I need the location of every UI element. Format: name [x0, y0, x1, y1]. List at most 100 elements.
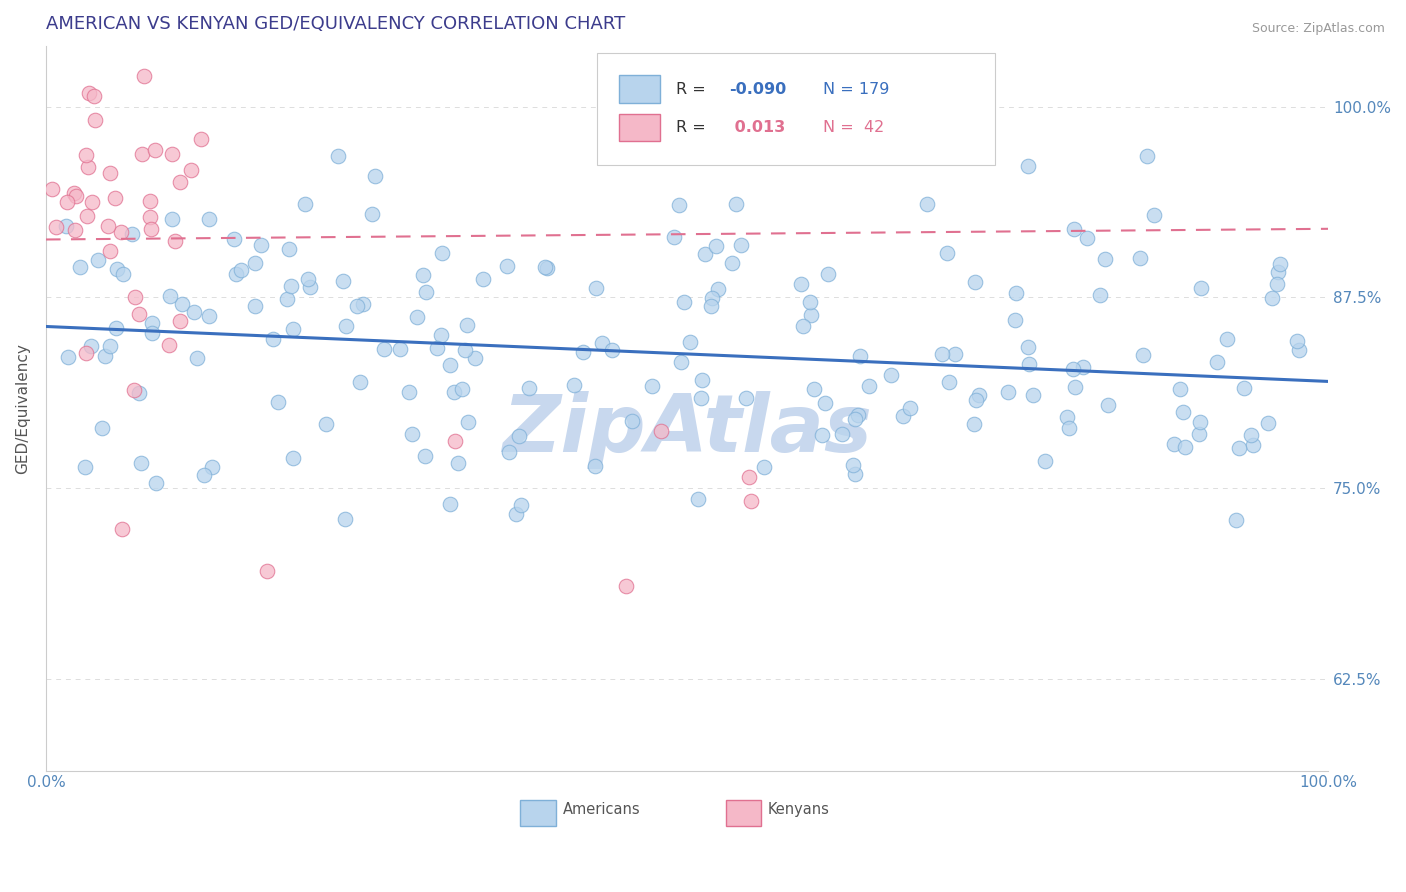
Point: [464, 351, 486, 366]
Text: Source: ZipAtlas.com: Source: ZipAtlas.com: [1251, 22, 1385, 36]
Point: [162, 211, 184, 226]
Point: [509, 498, 531, 512]
Point: [1286, 334, 1309, 349]
Point: [585, 281, 607, 295]
Point: [1257, 416, 1279, 430]
Point: [496, 260, 519, 274]
Point: [616, 579, 638, 593]
Point: [848, 409, 870, 423]
Point: [346, 299, 368, 313]
Point: [405, 310, 427, 324]
Point: [98, 166, 121, 180]
Point: [401, 426, 423, 441]
Y-axis label: GED/Equivalency: GED/Equivalency: [15, 343, 30, 474]
Point: [693, 246, 716, 260]
Text: Kenyans: Kenyans: [768, 802, 830, 816]
Point: [849, 349, 872, 363]
Point: [373, 343, 395, 357]
Point: [1018, 357, 1040, 371]
Point: [880, 368, 903, 382]
Point: [1240, 428, 1263, 442]
Point: [364, 169, 387, 184]
Point: [1232, 380, 1254, 394]
Point: [169, 314, 191, 328]
Point: [699, 299, 721, 313]
Point: [145, 476, 167, 491]
Text: R =: R =: [675, 82, 710, 96]
Point: [498, 445, 520, 459]
Point: [519, 381, 541, 395]
Point: [297, 271, 319, 285]
Point: [280, 279, 302, 293]
Point: [229, 263, 252, 277]
Point: [669, 355, 692, 369]
Point: [752, 460, 775, 475]
Point: [738, 470, 761, 484]
Point: [1188, 427, 1211, 442]
Point: [138, 194, 160, 208]
Point: [225, 267, 247, 281]
Point: [1143, 208, 1166, 222]
Point: [76, 161, 98, 175]
Point: [443, 434, 465, 449]
Text: N =  42: N = 42: [823, 120, 884, 135]
Point: [800, 308, 823, 322]
Point: [131, 147, 153, 161]
Point: [439, 358, 461, 372]
Point: [1265, 277, 1288, 291]
Point: [83, 89, 105, 103]
Point: [349, 375, 371, 389]
Point: [600, 343, 623, 357]
Point: [160, 146, 183, 161]
Point: [533, 260, 555, 275]
Point: [141, 326, 163, 341]
Point: [83, 112, 105, 127]
Text: N = 179: N = 179: [823, 82, 890, 96]
Point: [63, 223, 86, 237]
Text: 0.013: 0.013: [730, 120, 786, 135]
Point: [94, 349, 117, 363]
Point: [335, 318, 357, 333]
Point: [730, 237, 752, 252]
Point: [641, 379, 664, 393]
Point: [1073, 359, 1095, 374]
Point: [412, 268, 434, 282]
Point: [620, 414, 643, 428]
Point: [283, 451, 305, 466]
Point: [352, 297, 374, 311]
Point: [844, 467, 866, 481]
Point: [891, 409, 914, 424]
Point: [98, 339, 121, 353]
Point: [335, 512, 357, 526]
Point: [803, 382, 825, 396]
Point: [936, 246, 959, 260]
Point: [157, 338, 180, 352]
Point: [278, 242, 301, 256]
Point: [98, 244, 121, 258]
Point: [198, 211, 221, 226]
Point: [536, 260, 558, 275]
Point: [1004, 313, 1026, 327]
Point: [1241, 438, 1264, 452]
Point: [1225, 513, 1247, 527]
Point: [668, 198, 690, 212]
Point: [159, 289, 181, 303]
Point: [243, 299, 266, 313]
Point: [1094, 252, 1116, 267]
Point: [585, 458, 607, 473]
Point: [997, 385, 1019, 400]
Point: [1017, 160, 1039, 174]
Point: [721, 256, 744, 270]
Point: [143, 143, 166, 157]
Point: [1189, 281, 1212, 295]
Point: [931, 347, 953, 361]
Point: [134, 69, 156, 83]
Point: [361, 207, 384, 221]
Point: [1062, 361, 1084, 376]
FancyBboxPatch shape: [598, 53, 995, 165]
Point: [326, 149, 349, 163]
Point: [41, 181, 63, 195]
Point: [138, 211, 160, 225]
Point: [1097, 398, 1119, 412]
Point: [104, 321, 127, 335]
